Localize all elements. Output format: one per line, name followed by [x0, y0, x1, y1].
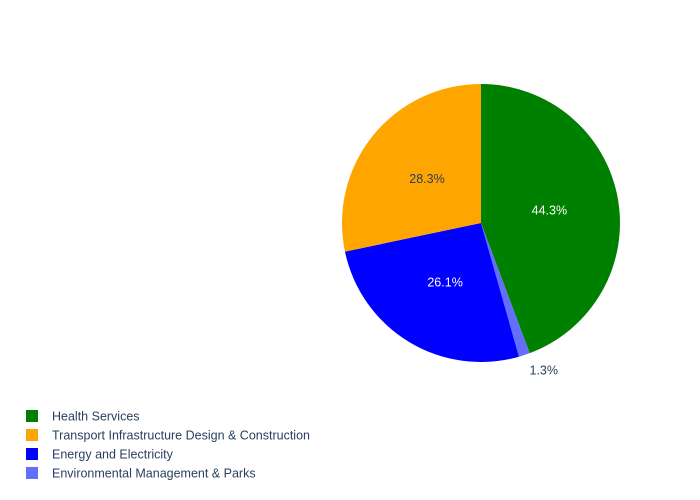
pie-slices: [342, 84, 620, 362]
legend-label: Environmental Management & Parks: [52, 467, 256, 481]
legend-item-energy-and-electricity[interactable]: Energy and Electricity: [26, 448, 174, 462]
pie-label-environmental-management-and-parks: 1.3%: [530, 364, 559, 378]
pie-slice-environmental-management-and-parks[interactable]: [481, 223, 530, 357]
pie-slice-transport-infrastructure-design-and-construction[interactable]: [342, 84, 481, 252]
legend-swatch: [26, 448, 38, 460]
legend-item-transport-infrastructure-design-and-construction[interactable]: Transport Infrastructure Design & Constr…: [26, 429, 310, 443]
legend-label: Transport Infrastructure Design & Constr…: [52, 429, 310, 443]
legend-swatch: [26, 467, 38, 479]
pie-slice-health-services[interactable]: [481, 84, 620, 354]
legend: Health Services Transport Infrastructure …: [26, 410, 310, 481]
legend-label: Energy and Electricity: [52, 448, 174, 462]
pie-percent-labels: 44.3% 1.3% 26.1% 28.3%: [409, 172, 567, 377]
legend-item-environmental-management-and-parks[interactable]: Environmental Management & Parks: [26, 467, 256, 481]
legend-swatch: [26, 410, 38, 422]
pie-label-energy-and-electricity: 26.1%: [427, 276, 462, 290]
legend-item-health-services[interactable]: Health Services: [26, 410, 140, 424]
legend-swatch: [26, 429, 38, 441]
pie-label-transport-infrastructure-design-and-construction: 28.3%: [409, 172, 444, 186]
legend-label: Health Services: [52, 410, 140, 424]
pie-slice-energy-and-electricity[interactable]: [344, 223, 519, 362]
pie-label-health-services: 44.3%: [532, 204, 567, 218]
